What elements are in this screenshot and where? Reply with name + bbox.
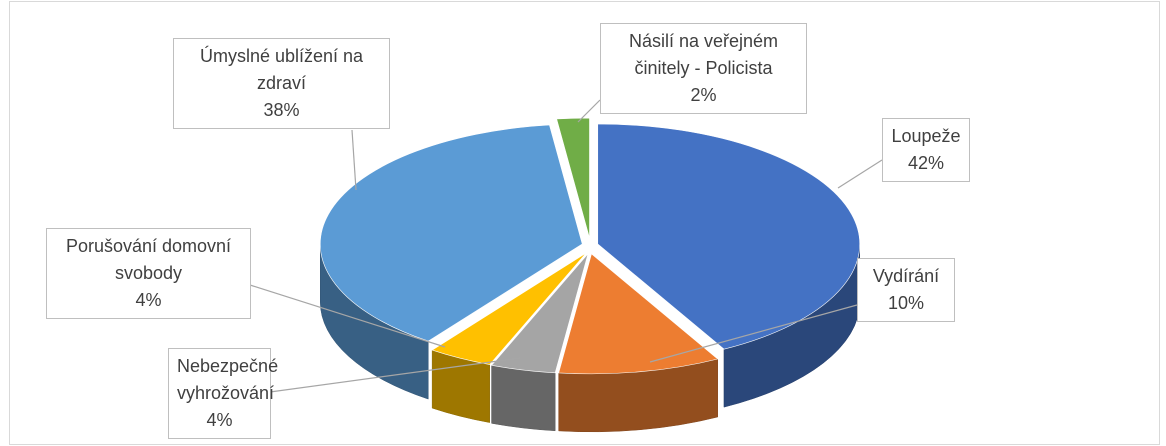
leader-lines: [249, 99, 883, 393]
slice: [320, 124, 583, 342]
slice: [490, 253, 589, 374]
slice: [558, 253, 719, 375]
data-label: Porušování domovní svobody 4%: [46, 228, 251, 319]
chart-border: [9, 1, 1160, 445]
slice: [556, 117, 590, 239]
leader-line: [351, 129, 357, 191]
slice: [431, 252, 587, 365]
data-label: Úmyslné ublížení na zdraví 38%: [173, 38, 390, 129]
leader-line: [649, 304, 858, 363]
slices: [320, 117, 861, 433]
data-label: Nebezpečné vyhrožování 4%: [168, 348, 278, 439]
data-label: Loupeže 42%: [882, 118, 970, 182]
leader-line: [837, 159, 883, 189]
leader-line: [577, 99, 601, 123]
leader-line: [249, 284, 446, 348]
slice-side: [491, 365, 556, 432]
data-label: Vydírání 10%: [857, 258, 955, 322]
data-label: Násilí na veřejném činitely - Policista 2…: [600, 23, 807, 114]
leader-line: [269, 357, 521, 393]
